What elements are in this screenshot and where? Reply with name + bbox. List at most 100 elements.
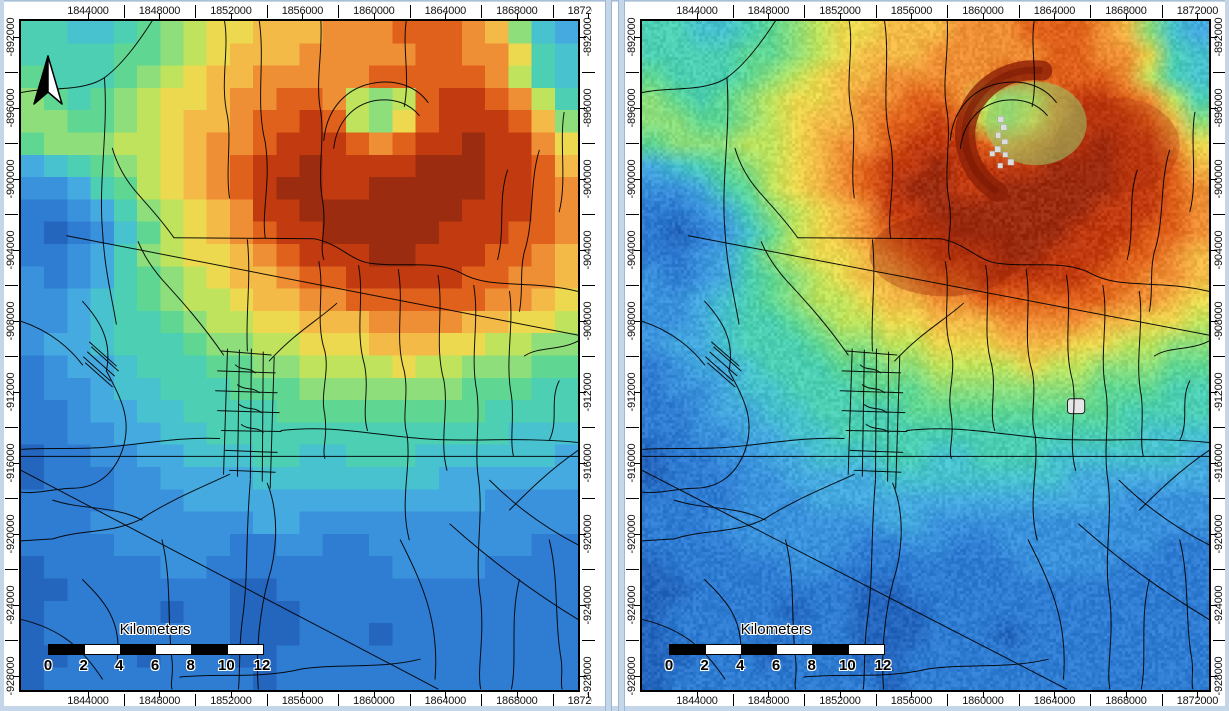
x-axis-separator-tick [947,694,949,706]
x-axis-tick [230,13,232,19]
y-axis-tick [13,107,19,109]
y-axis-separator-tick [1213,569,1225,571]
x-axis-bottom: 1844000 1848000 1852000 1856000 1860000 18640… [640,692,1223,706]
y-axis-separator-tick [1213,72,1225,74]
y-axis-tick [634,107,640,109]
y-axis-separator-tick [626,143,639,145]
scale-bar-number: 0 [664,657,674,674]
x-axis-tick-label: 1844000 [67,5,109,17]
x-axis-tick [88,13,89,19]
y-axis-separator-tick [1213,214,1225,216]
y-axis-separator-tick [626,356,639,358]
north-arrow-icon [33,55,63,105]
scale-bar-labels: 0 2 4 6 8 10 12 [41,657,277,677]
x-axis-tick [588,692,590,698]
y-axis-separator-tick [626,498,639,500]
y-axis-tick [1211,107,1217,109]
y-axis-tick [1211,462,1217,464]
x-axis-tick-label: 1856000 [890,5,933,17]
x-axis-tick-label: 1856000 [890,695,933,706]
y-axis-tick [13,178,19,180]
x-axis-tick-label: 1872000 [1176,5,1219,17]
y-axis-separator-tick [1213,285,1225,287]
y-axis-tick [580,36,586,38]
y-axis-separator-tick [1213,498,1225,500]
y-axis-tick [1211,391,1217,393]
x-axis-tick-label: 1864000 [424,5,467,17]
x-axis-tick [911,692,913,698]
y-axis-tick [13,462,19,464]
window-border-bottom [0,706,1229,711]
y-axis-separator-tick [1213,427,1225,429]
y-axis-separator-tick [582,356,595,358]
y-axis-separator-tick [5,640,18,642]
y-axis-separator-tick [626,427,639,429]
x-axis-tick-label: 1848000 [138,695,181,706]
x-axis-tick [445,692,447,698]
y-axis-separator-tick [5,498,18,500]
y-axis-tick [634,249,640,251]
scale-bar-title: Kilometers [740,621,812,638]
x-axis-tick-label: 1844000 [67,695,109,706]
x-axis-separator-tick [1090,694,1092,706]
x-axis-tick [982,13,984,19]
raster-layer [642,21,1209,690]
y-axis-tick [580,249,586,251]
y-axis-separator-tick [582,498,595,500]
y-axis-separator-tick [582,427,595,429]
window-splitter[interactable] [618,0,625,711]
y-axis-tick [1211,533,1217,535]
y-axis-tick [580,178,586,180]
y-axis-separator-tick [5,569,18,571]
scale-bar: Kilometers 0 2 4 6 8 10 12 [41,621,277,679]
y-axis-tick [580,604,586,606]
y-axis-separator-tick [1213,640,1225,642]
window-splitter[interactable] [605,0,612,711]
y-axis-separator-tick [1213,356,1225,358]
map-viewport-right[interactable]: Kilometers 0 2 4 6 8 10 12 [640,19,1211,692]
scale-bar-segment [813,645,850,654]
y-axis-separator-tick [626,640,639,642]
window-border-top [0,0,1229,2]
x-axis-separator-tick [1161,694,1163,706]
x-axis-tick [516,13,518,19]
map-viewport-left[interactable]: Kilometers 0 2 4 6 8 10 12 [19,19,580,692]
x-axis-tick-label: 1872000 [567,5,592,17]
y-axis-separator-tick [582,569,595,571]
y-axis-tick [13,604,19,606]
y-axis-tick [1211,249,1217,251]
y-axis-tick [13,320,19,322]
scale-bar-number: 10 [217,657,235,674]
x-axis-tick [1054,692,1056,698]
x-axis-tick [159,13,161,19]
y-axis-tick [634,36,640,38]
scale-bar-segment [228,645,263,654]
x-axis-tick-label: 1848000 [747,5,790,17]
x-axis-tick [373,692,375,698]
x-axis-separator-tick [409,5,411,18]
x-axis-bottom: 1844000 1848000 1852000 1856000 1860000 18640… [19,692,592,706]
x-axis-tick-label: 1868000 [496,695,538,706]
y-axis-separator-tick [5,427,18,429]
x-axis-tick-label: 1848000 [138,5,181,17]
scale-bar-number: 2 [700,657,709,674]
y-axis-tick [634,604,640,606]
x-axis-separator-tick [875,5,877,18]
x-axis-separator-tick [266,694,268,706]
x-axis-tick-label: 1868000 [1105,695,1147,706]
roads-layer [642,21,1209,690]
x-axis-separator-tick [195,694,197,706]
map-frame-left: Kilometers 0 2 4 6 8 10 12 1844000 1848000 18520… [4,2,605,706]
y-axis-separator-tick [582,640,595,642]
scale-bar-number: 0 [43,657,53,674]
scale-bar-number: 12 [874,657,892,674]
x-axis-separator-tick [1161,5,1163,18]
x-axis-separator-tick [266,5,268,18]
x-axis-separator-tick [338,5,340,18]
x-axis-tick-label: 1856000 [281,695,324,706]
y-axis-tick [1211,320,1217,322]
y-axis-tick [13,249,19,251]
y-axis-separator-tick [5,143,18,145]
x-axis-tick-label: 1852000 [210,695,252,706]
x-axis-tick [696,13,698,19]
